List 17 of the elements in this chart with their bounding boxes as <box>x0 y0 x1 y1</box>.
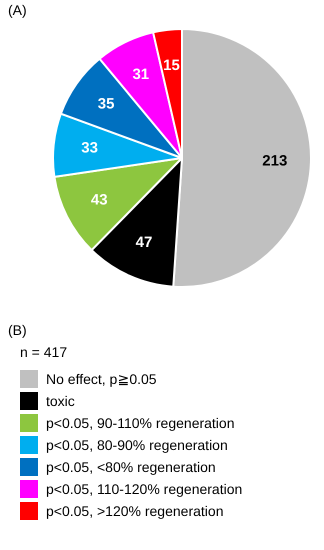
legend-label: p<0.05, 110-120% regeneration <box>46 481 242 497</box>
legend-label: p<0.05, 90-110% regeneration <box>46 415 234 431</box>
legend-title: n = 417 <box>20 344 68 360</box>
text: (B) <box>8 322 28 338</box>
data-label: 33 <box>81 140 98 157</box>
legend-label: p<0.05, 80-90% regeneration <box>46 437 228 453</box>
data-label: 47 <box>136 234 152 251</box>
legend-label: toxic <box>46 393 75 409</box>
legend-label: p<0.05, >120% regeneration <box>46 503 224 519</box>
data-label: 43 <box>90 191 108 208</box>
legend-label: No effect, p≧0.05 <box>46 371 157 387</box>
data-label: 31 <box>132 66 150 83</box>
legend-label: p<0.05, <80% regeneration <box>46 459 216 475</box>
text: (A) <box>8 2 27 18</box>
data-label: 213 <box>262 152 288 170</box>
data-label: 15 <box>163 56 180 74</box>
data-label: 35 <box>98 96 114 113</box>
